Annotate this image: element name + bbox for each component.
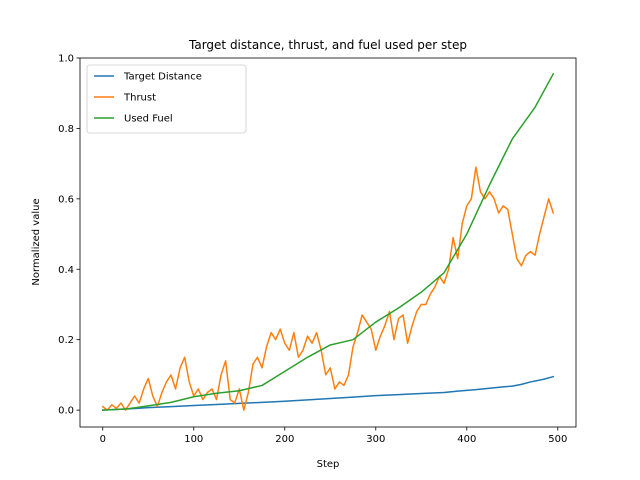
x-tick-label: 200	[275, 434, 294, 445]
legend-box	[86, 64, 247, 134]
y-tick-label: 0.4	[58, 265, 74, 276]
x-tick-label: 500	[548, 434, 567, 445]
y-tick-label: 0.2	[58, 335, 74, 346]
y-tick-label: 0.6	[58, 194, 74, 205]
series-layer	[101, 72, 555, 411]
y-axis-label: Normalized value	[31, 198, 42, 285]
series-line-target-distance	[101, 375, 555, 411]
y-tick-label: 0.0	[58, 406, 74, 417]
series-line-used-fuel	[101, 72, 555, 411]
y-tick-label: 1.0	[58, 54, 74, 65]
chart-title: Target distance, thrust, and fuel used p…	[188, 38, 467, 52]
y-tick-label: 0.8	[58, 124, 74, 135]
y-axis: 0.0 0.2 0.4 0.6 0.8 1.0	[58, 54, 80, 417]
legend-label: Used Fuel	[124, 114, 173, 125]
x-tick-label: 0	[100, 434, 106, 445]
series-line-thrust	[101, 166, 555, 411]
x-tick-label: 300	[366, 434, 385, 445]
x-axis: 0 100 200 300 400 500	[100, 427, 567, 445]
plot-frame	[79, 57, 577, 428]
x-axis-label: Step	[317, 459, 340, 470]
x-tick-label: 100	[184, 434, 203, 445]
legend-label: Thrust	[123, 93, 156, 104]
legend-label: Target Distance	[123, 72, 202, 83]
x-tick-label: 400	[457, 434, 476, 445]
legend: Target Distance Thrust Used Fuel	[86, 64, 247, 134]
